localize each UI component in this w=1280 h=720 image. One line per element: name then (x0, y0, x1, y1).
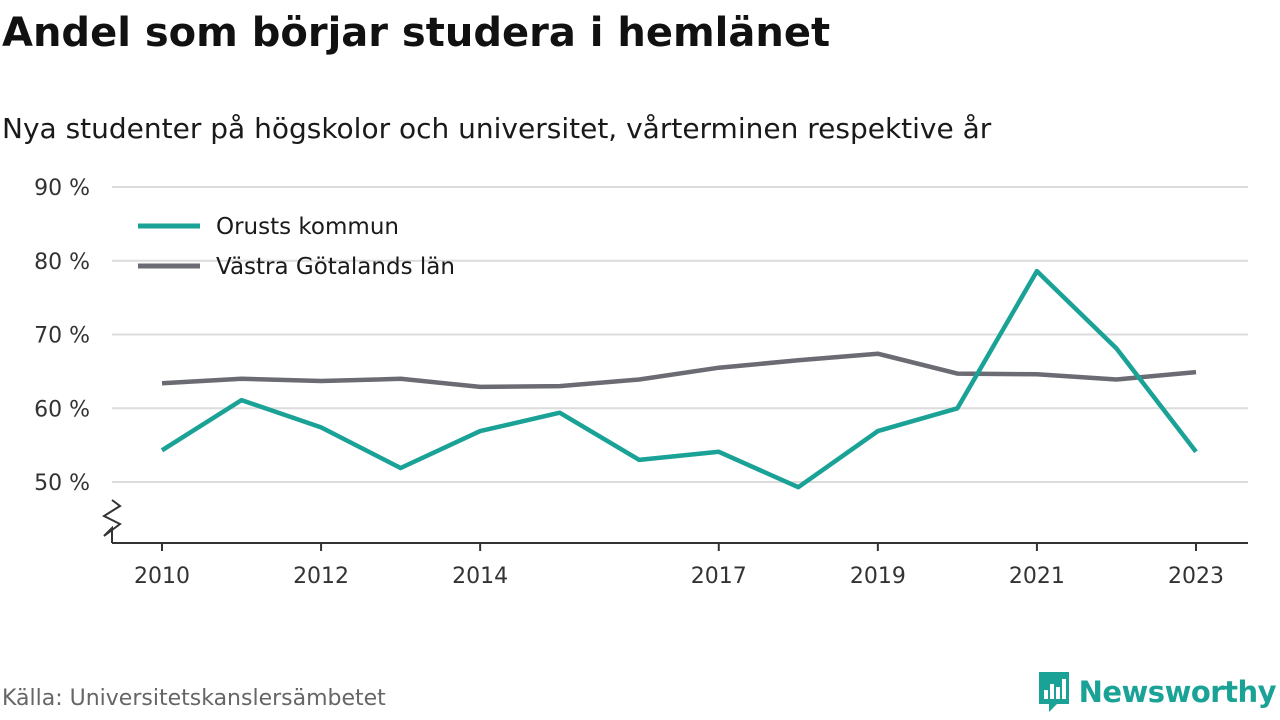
line-chart: 50 % 60 % 70 % 80 % 90 % 2010 2012 2014 2017 2019… (34, 176, 1248, 589)
x-tick-label: 2010 (134, 564, 190, 589)
brand-logo: Newsworthy (1037, 670, 1277, 714)
x-tick-label: 2012 (293, 564, 349, 589)
y-tick-label: 90 % (34, 176, 90, 201)
series-line (160, 268, 1198, 490)
y-tick-label: 80 % (34, 250, 90, 275)
bar-chart-icon (1038, 672, 1069, 712)
chart-title: Andel som börjar studera i hemlänet (2, 10, 831, 56)
x-tick-label: 2021 (1009, 564, 1065, 589)
legend-label: Orusts kommun (216, 214, 399, 240)
y-tick-label: 60 % (34, 397, 90, 422)
x-tick-label: 2019 (850, 564, 906, 589)
source-note: Källa: Universitetskanslersämbetet (2, 686, 386, 711)
legend-label: Västra Götalands län (216, 254, 455, 280)
chart-subtitle: Nya studenter på högskolor och universit… (2, 112, 992, 145)
x-tick-label: 2014 (452, 564, 508, 589)
y-tick-label: 50 % (34, 471, 90, 496)
x-tick-label: 2023 (1168, 564, 1224, 589)
axis-break-icon (101, 499, 122, 543)
brand-name: Newsworthy (1078, 675, 1277, 709)
series-line (161, 351, 1197, 390)
y-tick-label: 70 % (34, 324, 90, 349)
x-tick-label: 2017 (691, 564, 747, 589)
